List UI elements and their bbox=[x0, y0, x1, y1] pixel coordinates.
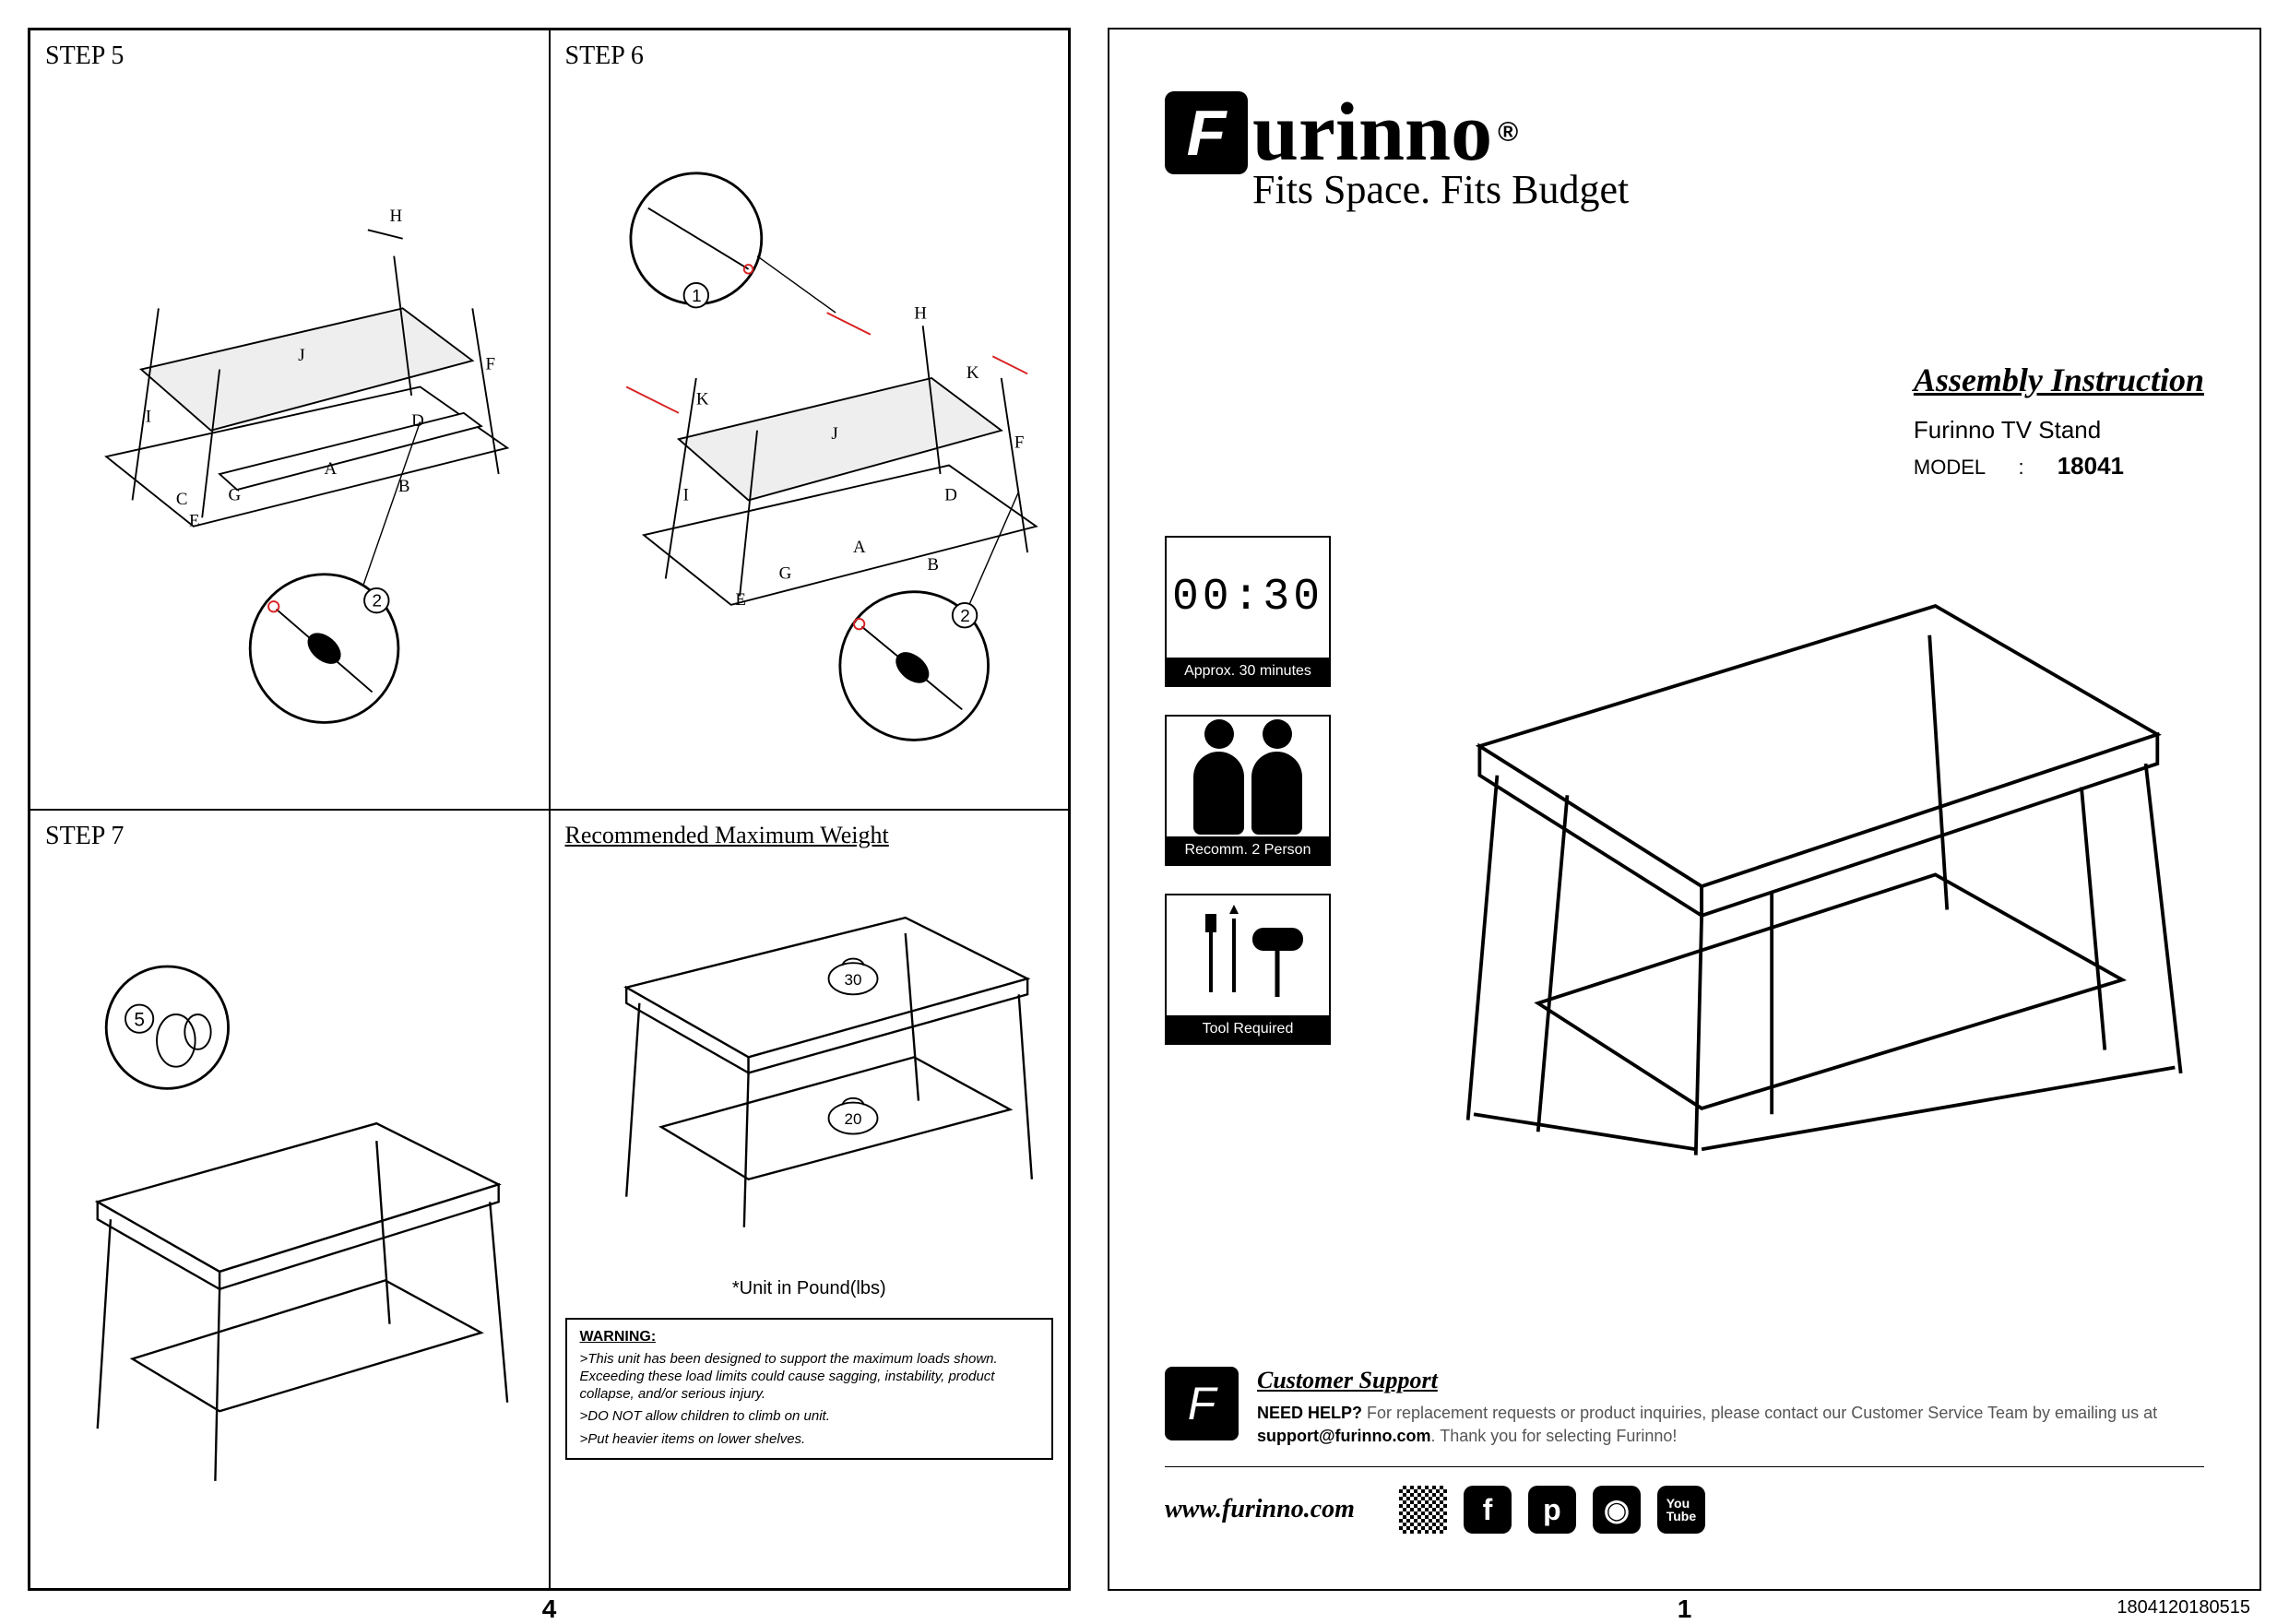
label-J: J bbox=[298, 346, 304, 365]
page-1: F urinno ® Fits Space. Fits Budget Assem… bbox=[1108, 28, 2261, 1591]
label-E: E bbox=[189, 512, 200, 531]
svg-text:5: 5 bbox=[134, 1009, 145, 1030]
svg-text:D: D bbox=[944, 485, 957, 504]
need-help: NEED HELP? bbox=[1257, 1404, 1362, 1422]
label-F: F bbox=[485, 355, 495, 374]
label-G: G bbox=[229, 485, 242, 504]
step7-callout: 5 bbox=[106, 966, 228, 1088]
model-number: 18041 bbox=[2058, 452, 2124, 480]
support-body-2: . Thank you for selecting Furinno! bbox=[1431, 1427, 1678, 1445]
footer: F Customer Support NEED HELP? For replac… bbox=[1165, 1367, 2204, 1534]
doc-code: 1804120180515 bbox=[2117, 1597, 2250, 1618]
pinterest-icon: p bbox=[1528, 1486, 1576, 1534]
step5-diagram: H J F I A B C D E G 2 bbox=[45, 71, 534, 790]
info-boxes: 00:30 Approx. 30 minutes Recomm. 2 Perso… bbox=[1165, 536, 1331, 1045]
support-email: support@furinno.com bbox=[1257, 1427, 1431, 1445]
svg-text:J: J bbox=[831, 424, 837, 444]
panel-step6: STEP 6 1 H bbox=[550, 30, 1070, 810]
label-C: C bbox=[176, 490, 188, 509]
model-sep: : bbox=[2018, 456, 2023, 479]
step6-title: STEP 6 bbox=[565, 41, 1054, 71]
svg-text:K: K bbox=[695, 389, 708, 409]
svg-text:I: I bbox=[682, 485, 688, 504]
page-number-4: 4 bbox=[542, 1594, 557, 1624]
label-I: I bbox=[146, 407, 151, 426]
model-row: MODEL : 18041 bbox=[1914, 452, 2204, 480]
support-body: NEED HELP? For replacement requests or p… bbox=[1257, 1402, 2204, 1448]
qr-icon bbox=[1399, 1486, 1447, 1534]
svg-text:F: F bbox=[1014, 433, 1024, 453]
product-illustration bbox=[1386, 536, 2204, 1179]
step6-diagram: 1 H J K K F I A B D bbox=[565, 71, 1054, 790]
time-label: Approx. 30 minutes bbox=[1167, 658, 1329, 685]
tools-icon bbox=[1183, 905, 1312, 1006]
persons-label: Recomm. 2 Person bbox=[1167, 836, 1329, 864]
social-row: www.furinno.com f p ◉ YouTube bbox=[1165, 1486, 2204, 1534]
info-box-time: 00:30 Approx. 30 minutes bbox=[1165, 536, 1331, 687]
people-icon bbox=[1193, 752, 1302, 835]
svg-text:K: K bbox=[966, 363, 978, 383]
support-text: Customer Support NEED HELP? For replacem… bbox=[1257, 1367, 2204, 1448]
warning-box: WARNING: >This unit has been designed to… bbox=[565, 1318, 1054, 1460]
unit-note: *Unit in Pound(lbs) bbox=[565, 1278, 1054, 1299]
info-box-tools: Tool Required bbox=[1165, 894, 1331, 1045]
tagline: Fits Space. Fits Budget bbox=[1252, 166, 1629, 213]
info-box-persons: Recomm. 2 Person bbox=[1165, 715, 1331, 866]
svg-text:1: 1 bbox=[692, 287, 702, 306]
logo-row: F urinno ® Fits Space. Fits Budget bbox=[1165, 85, 2204, 213]
weight-diagram: 30 20 bbox=[565, 849, 1054, 1265]
product-name: Furinno TV Stand bbox=[1914, 416, 2204, 445]
reg-mark: ® bbox=[1498, 117, 1518, 148]
svg-text:30: 30 bbox=[844, 970, 861, 988]
panel-step7: STEP 7 5 bbox=[30, 810, 550, 1590]
label-H: H bbox=[389, 207, 402, 226]
assembly-title: Assembly Instruction bbox=[1914, 361, 2204, 399]
label-A: A bbox=[325, 459, 338, 479]
logo-f-icon: F bbox=[1165, 91, 1248, 174]
svg-text:H: H bbox=[914, 304, 927, 324]
separator bbox=[1165, 1466, 2204, 1467]
page-4: STEP 5 H J F I A bbox=[28, 28, 1071, 1591]
support-row: F Customer Support NEED HELP? For replac… bbox=[1165, 1367, 2204, 1448]
support-title: Customer Support bbox=[1257, 1367, 2204, 1394]
support-body-1: For replacement requests or product inqu… bbox=[1362, 1404, 2157, 1422]
facebook-icon: f bbox=[1464, 1486, 1512, 1534]
warning-heading: WARNING: bbox=[580, 1329, 1039, 1345]
model-label: MODEL bbox=[1914, 456, 1985, 479]
warning-line-1: >This unit has been designed to support … bbox=[580, 1351, 1039, 1403]
svg-text:20: 20 bbox=[844, 1110, 861, 1128]
support-icon: F bbox=[1165, 1367, 1239, 1440]
svg-text:G: G bbox=[778, 563, 791, 583]
weight-title: Recommended Maximum Weight bbox=[565, 822, 1054, 849]
time-value: 00:30 bbox=[1167, 538, 1329, 658]
mid-row: 00:30 Approx. 30 minutes Recomm. 2 Perso… bbox=[1165, 536, 2204, 1179]
page-number-1: 1 bbox=[1678, 1594, 1692, 1624]
step5-title: STEP 5 bbox=[45, 41, 534, 71]
step6-callout-1: 1 bbox=[630, 173, 835, 313]
panel-weight: Recommended Maximum Weight 30 bbox=[550, 810, 1070, 1590]
youtube-icon: YouTube bbox=[1657, 1486, 1705, 1534]
website: www.furinno.com bbox=[1165, 1495, 1355, 1524]
instagram-icon: ◉ bbox=[1593, 1486, 1641, 1534]
warning-line-3: >Put heavier items on lower shelves. bbox=[580, 1431, 1039, 1449]
svg-text:B: B bbox=[927, 555, 939, 575]
panel-step5: STEP 5 H J F I A bbox=[30, 30, 550, 810]
warning-line-2: >DO NOT allow children to climb on unit. bbox=[580, 1408, 1039, 1426]
svg-text:E: E bbox=[735, 590, 746, 610]
step7-diagram: 5 bbox=[45, 851, 534, 1571]
tools-label: Tool Required bbox=[1167, 1015, 1329, 1043]
svg-text:A: A bbox=[853, 538, 866, 557]
svg-text:2: 2 bbox=[960, 607, 970, 626]
step7-title: STEP 7 bbox=[45, 822, 534, 851]
callout-2: 2 bbox=[373, 592, 383, 611]
header-right: Assembly Instruction Furinno TV Stand MO… bbox=[1914, 361, 2204, 480]
